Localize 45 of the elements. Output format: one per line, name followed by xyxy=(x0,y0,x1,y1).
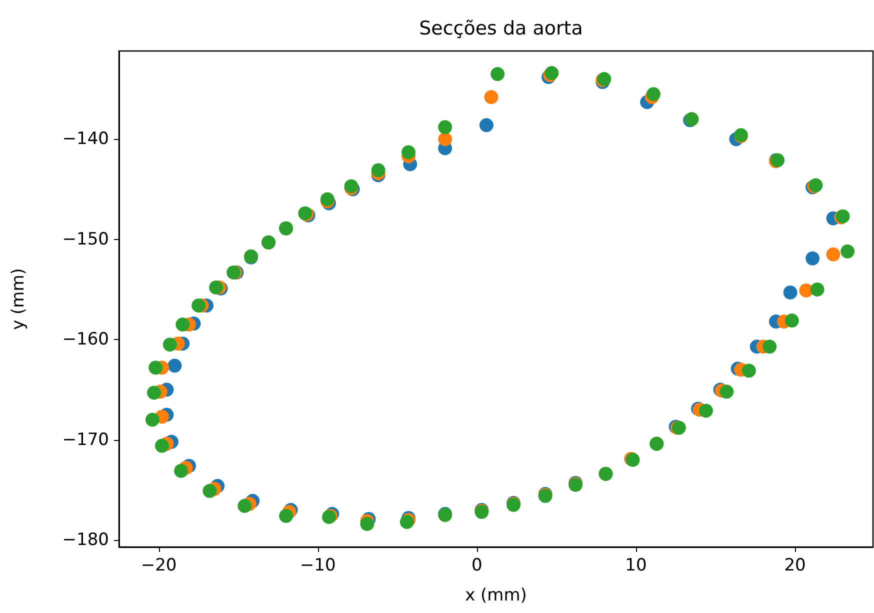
y-tick-label: −150 xyxy=(62,229,109,250)
point xyxy=(806,251,820,266)
x-tick-label: 10 xyxy=(625,556,647,576)
point xyxy=(192,298,206,313)
x-tick-label: −20 xyxy=(140,556,177,576)
point xyxy=(762,340,777,354)
point xyxy=(176,318,190,332)
point xyxy=(162,338,177,352)
point xyxy=(148,360,163,375)
point xyxy=(720,384,734,399)
point xyxy=(238,498,252,513)
point xyxy=(202,484,217,498)
point xyxy=(742,364,756,378)
point xyxy=(438,120,452,134)
point xyxy=(438,132,452,146)
point xyxy=(402,145,416,160)
point xyxy=(279,508,294,523)
point xyxy=(168,358,182,373)
point xyxy=(145,412,160,427)
point xyxy=(840,244,855,258)
x-tick-label: −10 xyxy=(300,556,336,576)
point xyxy=(826,247,840,262)
point xyxy=(209,280,224,294)
x-tick-label: 0 xyxy=(471,556,482,576)
point xyxy=(698,404,713,418)
point xyxy=(147,386,161,400)
point xyxy=(484,90,498,104)
point xyxy=(479,118,494,132)
point xyxy=(360,516,374,531)
point xyxy=(810,282,824,296)
point xyxy=(783,285,798,300)
point xyxy=(174,464,188,478)
point xyxy=(154,438,169,453)
point xyxy=(784,314,799,328)
y-tick-label: −160 xyxy=(62,330,109,350)
x-tick-label: 20 xyxy=(784,556,806,576)
point xyxy=(646,87,660,102)
y-tick-label: −180 xyxy=(62,530,109,550)
y-axis-title: y (mm) xyxy=(8,268,28,330)
point xyxy=(371,163,386,178)
chart-title: Secções da aorta xyxy=(419,18,583,40)
y-tick-label: −170 xyxy=(62,430,109,450)
point xyxy=(490,67,505,82)
y-tick-label: −140 xyxy=(62,129,109,150)
x-axis-title: x (mm) xyxy=(465,586,527,606)
